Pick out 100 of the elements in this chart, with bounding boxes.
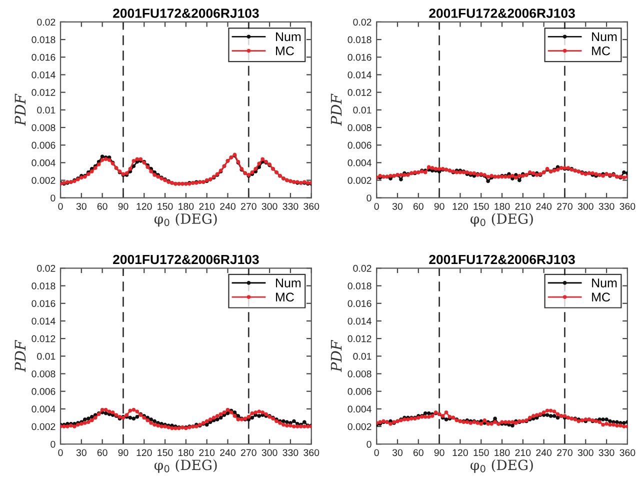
x-tick-label: 330: [282, 449, 298, 456]
x-tick-label: 120: [136, 202, 152, 210]
y-tick-label: 0: [366, 194, 372, 202]
legend-label: MC: [276, 46, 294, 56]
x-tick-label: 180: [178, 449, 194, 456]
x-tick-label: 0: [374, 202, 379, 210]
y-tick-label: 0.014: [32, 71, 56, 78]
x-tick-label: 30: [76, 202, 86, 210]
y-tick-label: 0: [50, 194, 56, 202]
chart-title: 2001FU172&2006RJ103: [113, 254, 259, 264]
x-tick-label: 0: [58, 449, 63, 456]
x-tick-label: 360: [304, 202, 320, 210]
y-tick-label: 0.008: [348, 370, 372, 378]
x-tick-label: 300: [262, 449, 278, 456]
x-tick-label: 270: [557, 449, 572, 456]
y-tick-label: 0.01: [37, 106, 56, 114]
y-tick-label: 0.004: [32, 159, 56, 166]
x-tick-label: 330: [598, 202, 614, 210]
y-tick-label: 0.016: [348, 54, 372, 61]
y-tick-label: 0.018: [32, 36, 56, 44]
y-axis-title: PDF: [14, 340, 26, 372]
x-tick-label: 360: [620, 202, 636, 210]
y-tick-label: 0.002: [32, 176, 56, 184]
y-tick-label: 0.012: [32, 335, 56, 342]
x-tick-label: 60: [413, 449, 424, 456]
y-tick-label: 0.012: [348, 335, 372, 342]
x-tick-label: 120: [452, 202, 468, 210]
y-tick-label: 0.02: [37, 264, 56, 272]
x-tick-label: 60: [413, 202, 424, 210]
x-tick-label: 150: [474, 449, 489, 456]
x-tick-label: 180: [178, 202, 194, 210]
x-tick-label: 270: [557, 202, 572, 210]
x-tick-label: 0: [374, 449, 379, 456]
y-tick-label: 0.006: [348, 388, 372, 395]
x-tick-label: 210: [515, 202, 531, 210]
x-tick-label: 210: [199, 202, 215, 210]
legend-label: MC: [592, 46, 610, 56]
x-axis-title: φ$_{0}$ (DEG): [154, 459, 217, 473]
x-tick-label: 90: [118, 449, 128, 456]
y-tick-label: 0.018: [32, 282, 56, 290]
x-axis-title: φ$_{0}$ (DEG): [470, 213, 533, 227]
x-tick-label: 330: [282, 202, 298, 210]
chart-title: 2001FU172&2006RJ103: [113, 8, 259, 18]
x-tick-label: 30: [392, 202, 403, 210]
x-tick-label: 90: [434, 202, 444, 210]
x-tick-label: 360: [304, 449, 320, 456]
y-axis-title: PDF: [330, 340, 342, 372]
y-tick-label: 0.006: [32, 388, 56, 395]
x-tick-label: 120: [452, 449, 468, 456]
x-tick-label: 30: [392, 449, 403, 456]
y-tick-label: 0.01: [353, 352, 372, 360]
legend-label: Num: [592, 278, 617, 288]
x-tick-label: 270: [241, 449, 256, 456]
x-tick-label: 150: [158, 202, 173, 210]
y-tick-label: 0.016: [32, 300, 56, 307]
x-tick-label: 60: [97, 449, 108, 456]
x-tick-label: 0: [58, 202, 63, 210]
y-tick-label: 0.01: [353, 106, 372, 114]
legend-label: Num: [276, 278, 301, 288]
y-tick-label: 0.014: [348, 71, 372, 78]
legend-label: MC: [592, 292, 610, 302]
legend-label: Num: [276, 32, 301, 42]
x-tick-label: 300: [262, 202, 278, 210]
x-tick-label: 30: [76, 449, 86, 456]
chart-title: 2001FU172&2006RJ103: [429, 254, 575, 264]
y-tick-label: 0.008: [348, 124, 372, 132]
x-tick-label: 270: [241, 202, 256, 210]
y-tick-label: 0.02: [37, 18, 56, 26]
y-axis-title: PDF: [330, 94, 342, 126]
x-tick-label: 210: [199, 449, 215, 456]
x-axis-title: φ$_{0}$ (DEG): [154, 213, 217, 227]
x-tick-label: 180: [494, 202, 510, 210]
y-axis-title: PDF: [14, 94, 26, 126]
y-tick-label: 0.002: [348, 176, 372, 184]
x-tick-label: 60: [97, 202, 108, 210]
y-tick-label: 0.016: [348, 300, 372, 307]
x-tick-label: 120: [136, 449, 152, 456]
x-tick-label: 150: [158, 449, 173, 456]
y-tick-label: 0.004: [348, 406, 372, 413]
x-tick-label: 90: [434, 449, 444, 456]
x-tick-label: 300: [578, 202, 594, 210]
x-tick-label: 240: [220, 449, 236, 456]
y-tick-label: 0.008: [32, 370, 56, 378]
y-tick-label: 0.004: [348, 159, 372, 166]
y-tick-label: 0.02: [353, 264, 372, 272]
x-tick-label: 240: [220, 202, 236, 210]
y-tick-label: 0.006: [348, 142, 372, 149]
y-tick-label: 0.016: [32, 54, 56, 61]
x-tick-label: 90: [118, 202, 128, 210]
y-tick-label: 0.018: [348, 282, 372, 290]
y-tick-label: 0.002: [32, 423, 56, 430]
x-tick-label: 330: [598, 449, 614, 456]
y-tick-label: 0: [366, 440, 372, 448]
y-tick-label: 0.004: [32, 406, 56, 413]
y-tick-label: 0.014: [348, 318, 372, 325]
legend-label: Num: [592, 32, 617, 42]
x-tick-label: 360: [620, 449, 636, 456]
y-tick-label: 0.01: [37, 352, 56, 360]
x-tick-label: 180: [494, 449, 510, 456]
x-tick-label: 240: [536, 202, 552, 210]
